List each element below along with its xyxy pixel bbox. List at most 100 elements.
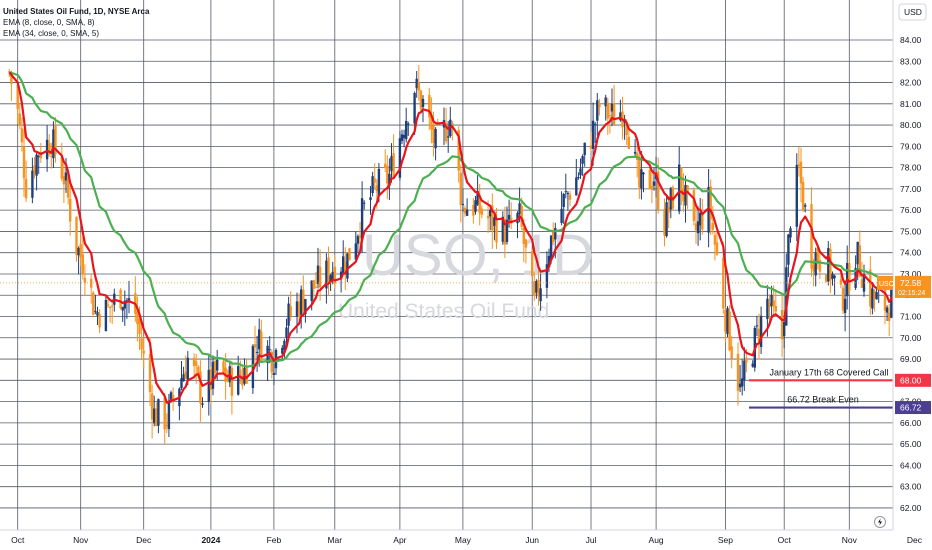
candle-body bbox=[885, 307, 889, 313]
candle-body bbox=[300, 289, 303, 315]
price-tick-label: 64.00 bbox=[900, 460, 922, 470]
candle-body bbox=[150, 393, 154, 420]
candle-body bbox=[251, 345, 255, 389]
candle-body bbox=[873, 290, 876, 299]
price-tick-label: 78.00 bbox=[900, 163, 922, 173]
candle-body bbox=[489, 210, 492, 217]
price-tick-label: 76.00 bbox=[900, 205, 922, 215]
candle-body bbox=[62, 175, 66, 185]
candle-body bbox=[552, 230, 555, 242]
candle-body bbox=[31, 170, 34, 198]
price-tick-label: 75.00 bbox=[900, 226, 922, 236]
candle-body bbox=[245, 367, 248, 384]
candle-body bbox=[96, 312, 99, 316]
candle-body bbox=[772, 300, 775, 307]
candle-body bbox=[627, 136, 630, 149]
candle-body bbox=[390, 156, 393, 172]
candle-body bbox=[45, 139, 49, 160]
time-axis[interactable] bbox=[0, 529, 893, 550]
candle-body bbox=[554, 228, 557, 240]
candle-body bbox=[818, 260, 822, 272]
candle-body bbox=[839, 279, 843, 285]
candle-body bbox=[678, 164, 681, 212]
candle-body bbox=[625, 122, 628, 136]
candle-body bbox=[104, 299, 108, 332]
ema-slow-legend: EMA (34, close, 0, SMA, 5) bbox=[3, 29, 99, 38]
candle-body bbox=[520, 205, 523, 227]
candle-body bbox=[741, 378, 744, 387]
candle-body bbox=[226, 378, 229, 381]
candle-body bbox=[648, 169, 651, 189]
price-axis-background bbox=[893, 0, 932, 550]
price-tick-label: 62.00 bbox=[900, 503, 922, 513]
watermark-symbol: USO, 1D bbox=[362, 223, 594, 288]
candle-body bbox=[344, 261, 347, 274]
time-tick-label: Oct bbox=[778, 535, 792, 545]
price-levels: January 17th 68 Covered Call 66.72 Break … bbox=[0, 282, 893, 409]
candle-body bbox=[657, 171, 660, 210]
candle-body bbox=[211, 361, 215, 389]
candle-body bbox=[745, 357, 748, 363]
candle-body bbox=[138, 318, 141, 335]
time-tick-label: Jul bbox=[586, 535, 597, 545]
time-tick-label: Jun bbox=[525, 535, 539, 545]
candle-body bbox=[696, 221, 700, 234]
candle-body bbox=[780, 309, 784, 340]
price-tick-label: 83.00 bbox=[900, 56, 922, 66]
candle-body bbox=[783, 321, 786, 337]
candle-body bbox=[518, 203, 521, 215]
candle-body bbox=[457, 130, 460, 171]
candle-body bbox=[314, 286, 318, 288]
candle-body bbox=[253, 344, 257, 348]
candle-body bbox=[333, 266, 336, 284]
candle-body bbox=[797, 164, 801, 167]
candle-body bbox=[153, 408, 156, 424]
candle-body bbox=[640, 169, 643, 189]
level-price-tag-text: 68.00 bbox=[900, 375, 922, 385]
candle-body bbox=[407, 123, 410, 125]
candle-body bbox=[549, 235, 553, 260]
candle-body bbox=[384, 163, 387, 168]
candle-body bbox=[192, 357, 196, 367]
price-tags: 68.00 66.72 USO 72.58 02:15:24 bbox=[877, 275, 931, 415]
candle-body bbox=[75, 216, 78, 255]
candle-body bbox=[545, 264, 549, 288]
candle-body bbox=[111, 305, 114, 307]
candle-body bbox=[444, 123, 448, 142]
candle-body bbox=[503, 218, 507, 245]
candle-body bbox=[535, 281, 538, 293]
candle-body bbox=[302, 289, 305, 312]
ema-fast-legend: EMA (8, close, 0, SMA, 8) bbox=[3, 18, 95, 27]
candle-body bbox=[814, 252, 817, 276]
replay-icon[interactable] bbox=[874, 516, 886, 528]
level-price-tag bbox=[895, 373, 931, 387]
candle-body bbox=[493, 217, 496, 226]
candle-body bbox=[816, 248, 819, 265]
candle-body bbox=[537, 279, 540, 297]
candle-body bbox=[331, 271, 334, 280]
candle-body bbox=[155, 408, 158, 426]
time-tick-label: Dec bbox=[907, 535, 923, 545]
candle-body bbox=[827, 248, 830, 282]
price-tick-label: 63.00 bbox=[900, 482, 922, 492]
candle-body bbox=[709, 186, 712, 220]
candle-body bbox=[268, 349, 271, 351]
time-tick-label: Mar bbox=[327, 535, 342, 545]
candle-body bbox=[127, 298, 131, 301]
candle-body bbox=[642, 172, 645, 175]
price-tick-label: 65.00 bbox=[900, 439, 922, 449]
candle-body bbox=[400, 134, 404, 141]
watermark-name: United States Oil Fund bbox=[338, 300, 549, 323]
candle-body bbox=[142, 350, 145, 354]
time-tick-label: Apr bbox=[393, 535, 406, 545]
candle-body bbox=[108, 306, 112, 309]
candle-body bbox=[883, 284, 887, 311]
candle-body bbox=[610, 103, 614, 112]
currency-button[interactable]: USD bbox=[898, 3, 927, 21]
candle-body bbox=[289, 306, 292, 316]
candle-body bbox=[283, 340, 286, 350]
time-tick-label: Aug bbox=[649, 535, 664, 545]
price-axis[interactable] bbox=[892, 0, 932, 550]
